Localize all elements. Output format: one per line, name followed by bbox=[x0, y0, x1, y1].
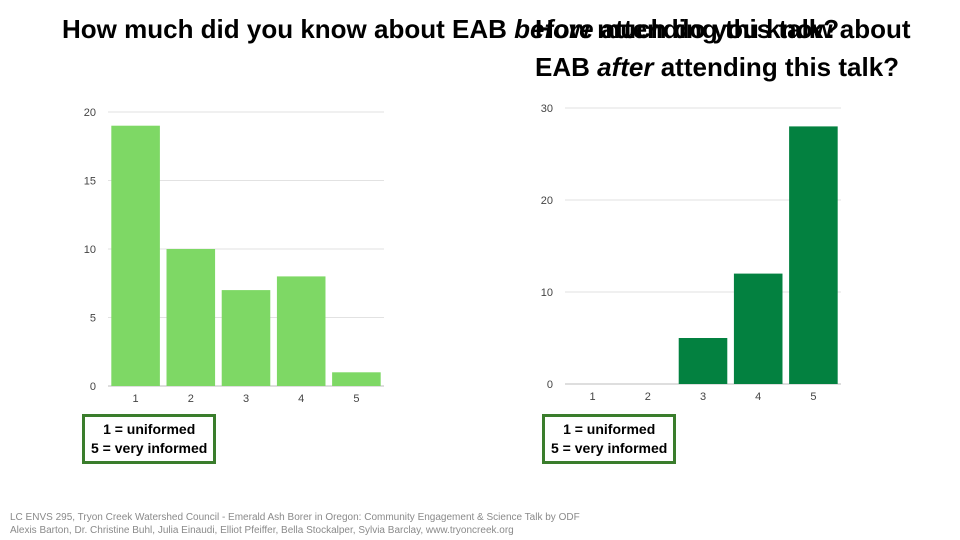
x-tick-label: 4 bbox=[298, 393, 304, 405]
x-tick-label: 1 bbox=[133, 393, 139, 405]
y-tick-label: 15 bbox=[84, 176, 96, 188]
legend-line-2: 5 = very informed bbox=[91, 440, 208, 456]
bar-3 bbox=[221, 290, 271, 386]
footer-line-2: Alexis Barton, Dr. Christine Buhl, Julia… bbox=[10, 525, 514, 536]
legend-line-1: 1 = uniformed bbox=[563, 421, 656, 437]
footer-line-1: LC ENVS 295, Tryon Creek Watershed Counc… bbox=[10, 512, 580, 523]
chart-title-after: How much do you know about EAB after att… bbox=[535, 14, 911, 82]
x-tick-label: 5 bbox=[353, 393, 359, 405]
y-tick-label: 20 bbox=[541, 195, 553, 207]
legend-line-2: 5 = very informed bbox=[551, 440, 668, 456]
x-tick-label: 3 bbox=[243, 393, 249, 405]
legend-box-before: 1 = uniformed 5 = very informed bbox=[82, 414, 217, 464]
x-tick-label: 3 bbox=[700, 391, 706, 403]
y-tick-label: 30 bbox=[541, 103, 553, 115]
bar-4 bbox=[733, 273, 783, 384]
y-tick-label: 10 bbox=[84, 244, 96, 256]
x-tick-label: 5 bbox=[810, 391, 816, 403]
legend-line-1: 1 = uniformed bbox=[103, 421, 196, 437]
y-tick-label: 10 bbox=[541, 287, 553, 299]
bar-5 bbox=[332, 372, 381, 386]
bar-5 bbox=[789, 126, 838, 385]
y-tick-label: 0 bbox=[547, 379, 553, 391]
bar-3 bbox=[678, 338, 728, 384]
x-tick-label: 2 bbox=[645, 391, 651, 403]
chart-after: 0 10 20 30 1 2 3 4 5 bbox=[541, 103, 841, 403]
legend-box-after: 1 = uniformed 5 = very informed bbox=[542, 414, 677, 464]
x-tick-label: 4 bbox=[755, 391, 761, 403]
y-tick-label: 5 bbox=[90, 313, 96, 325]
chart-title-before: How much did you know about EAB before a… bbox=[62, 14, 840, 44]
footer-credits: LC ENVS 295, Tryon Creek Watershed Counc… bbox=[10, 511, 580, 537]
bar-1 bbox=[111, 125, 160, 386]
y-tick-label: 20 bbox=[84, 107, 96, 119]
chart-before: 0 5 10 15 20 1 2 3 4 5 bbox=[84, 107, 384, 405]
bar-4 bbox=[276, 276, 326, 386]
x-tick-label: 1 bbox=[590, 391, 596, 403]
x-tick-label: 2 bbox=[188, 393, 194, 405]
y-tick-label: 0 bbox=[90, 381, 96, 393]
bar-2 bbox=[166, 249, 216, 386]
